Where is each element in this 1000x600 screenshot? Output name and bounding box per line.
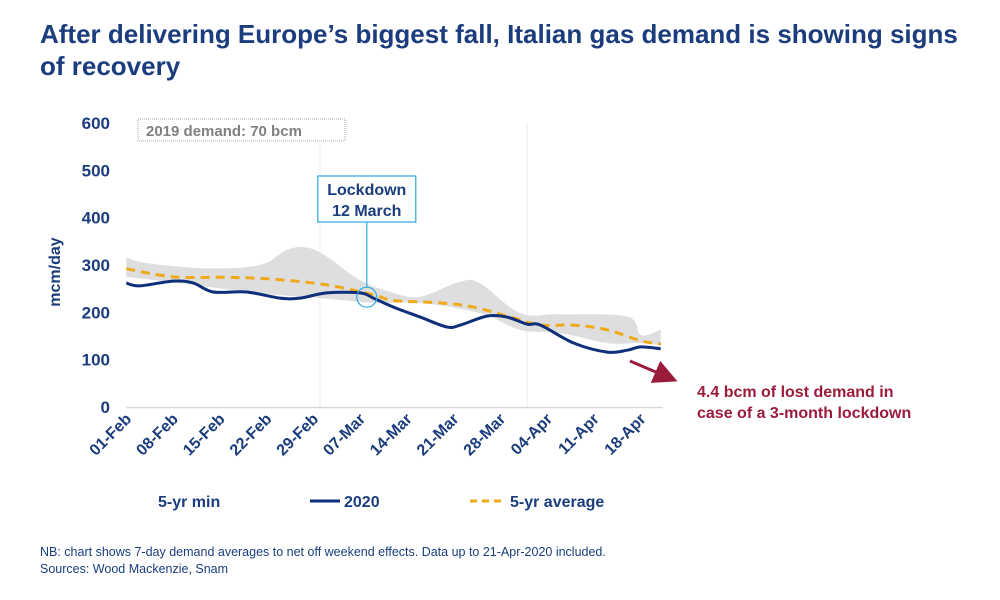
- x-tick-label: 15-Feb: [180, 411, 229, 460]
- lost-demand-line1: 4.4 bcm of lost demand in: [697, 384, 893, 401]
- series-5yr-average: [126, 267, 661, 346]
- x-tick-label: 22-Feb: [227, 411, 276, 460]
- x-tick-label: 21-Mar: [414, 411, 462, 459]
- legend-5yr-average: 5-yr average: [510, 494, 604, 511]
- lockdown-label-line2: 12 March: [332, 203, 401, 220]
- x-tick-label: 01-Feb: [87, 411, 136, 460]
- legend-2020: 2020: [344, 494, 380, 511]
- y-tick-label: 400: [82, 209, 110, 228]
- y-axis-label: mcm/day: [47, 237, 64, 306]
- legend-5yr-min: 5-yr min: [158, 494, 220, 511]
- box-2019-demand: [137, 118, 346, 142]
- y-tick-label: 300: [82, 256, 110, 275]
- lockdown-label-line1: Lockdown: [327, 182, 406, 199]
- y-tick-label: 600: [82, 114, 110, 133]
- lockdown-box: [317, 175, 417, 223]
- lockdown-marker: [356, 286, 378, 308]
- y-tick-label: 100: [82, 351, 110, 370]
- y-tick-label: 0: [101, 398, 110, 417]
- footnote: NB: chart shows 7-day demand averages to…: [40, 544, 606, 578]
- legend: 5-yr min 2020 5-yr average: [158, 494, 604, 511]
- lost-demand-line2: case of a 3-month lockdown: [697, 405, 911, 422]
- x-tick-label: 07-Mar: [320, 411, 368, 459]
- lost-demand-arrow: [629, 359, 678, 383]
- y-tick-label: 500: [82, 161, 110, 180]
- x-tick-label: 28-Mar: [461, 411, 509, 459]
- footnote-nb: NB: chart shows 7-day demand averages to…: [40, 545, 606, 559]
- chart-title: After delivering Europe’s biggest fall, …: [40, 19, 958, 81]
- series-2020: [125, 279, 661, 354]
- x-tick-label: 18-Apr: [602, 411, 650, 459]
- x-tick-label: 11-Apr: [555, 411, 602, 458]
- footnote-sources: Sources: Wood Mackenzie, Snam: [40, 562, 229, 576]
- x-tick-label: 14-Mar: [367, 411, 415, 459]
- band-5yr-range: [126, 246, 661, 345]
- box-2019-demand-text: 2019 demand: 70 bcm: [146, 123, 302, 140]
- y-tick-label: 200: [82, 303, 110, 322]
- x-tick-label: 04-Apr: [508, 411, 556, 459]
- x-tick-label: 08-Feb: [133, 411, 182, 460]
- x-tick-label: 29-Feb: [274, 411, 323, 460]
